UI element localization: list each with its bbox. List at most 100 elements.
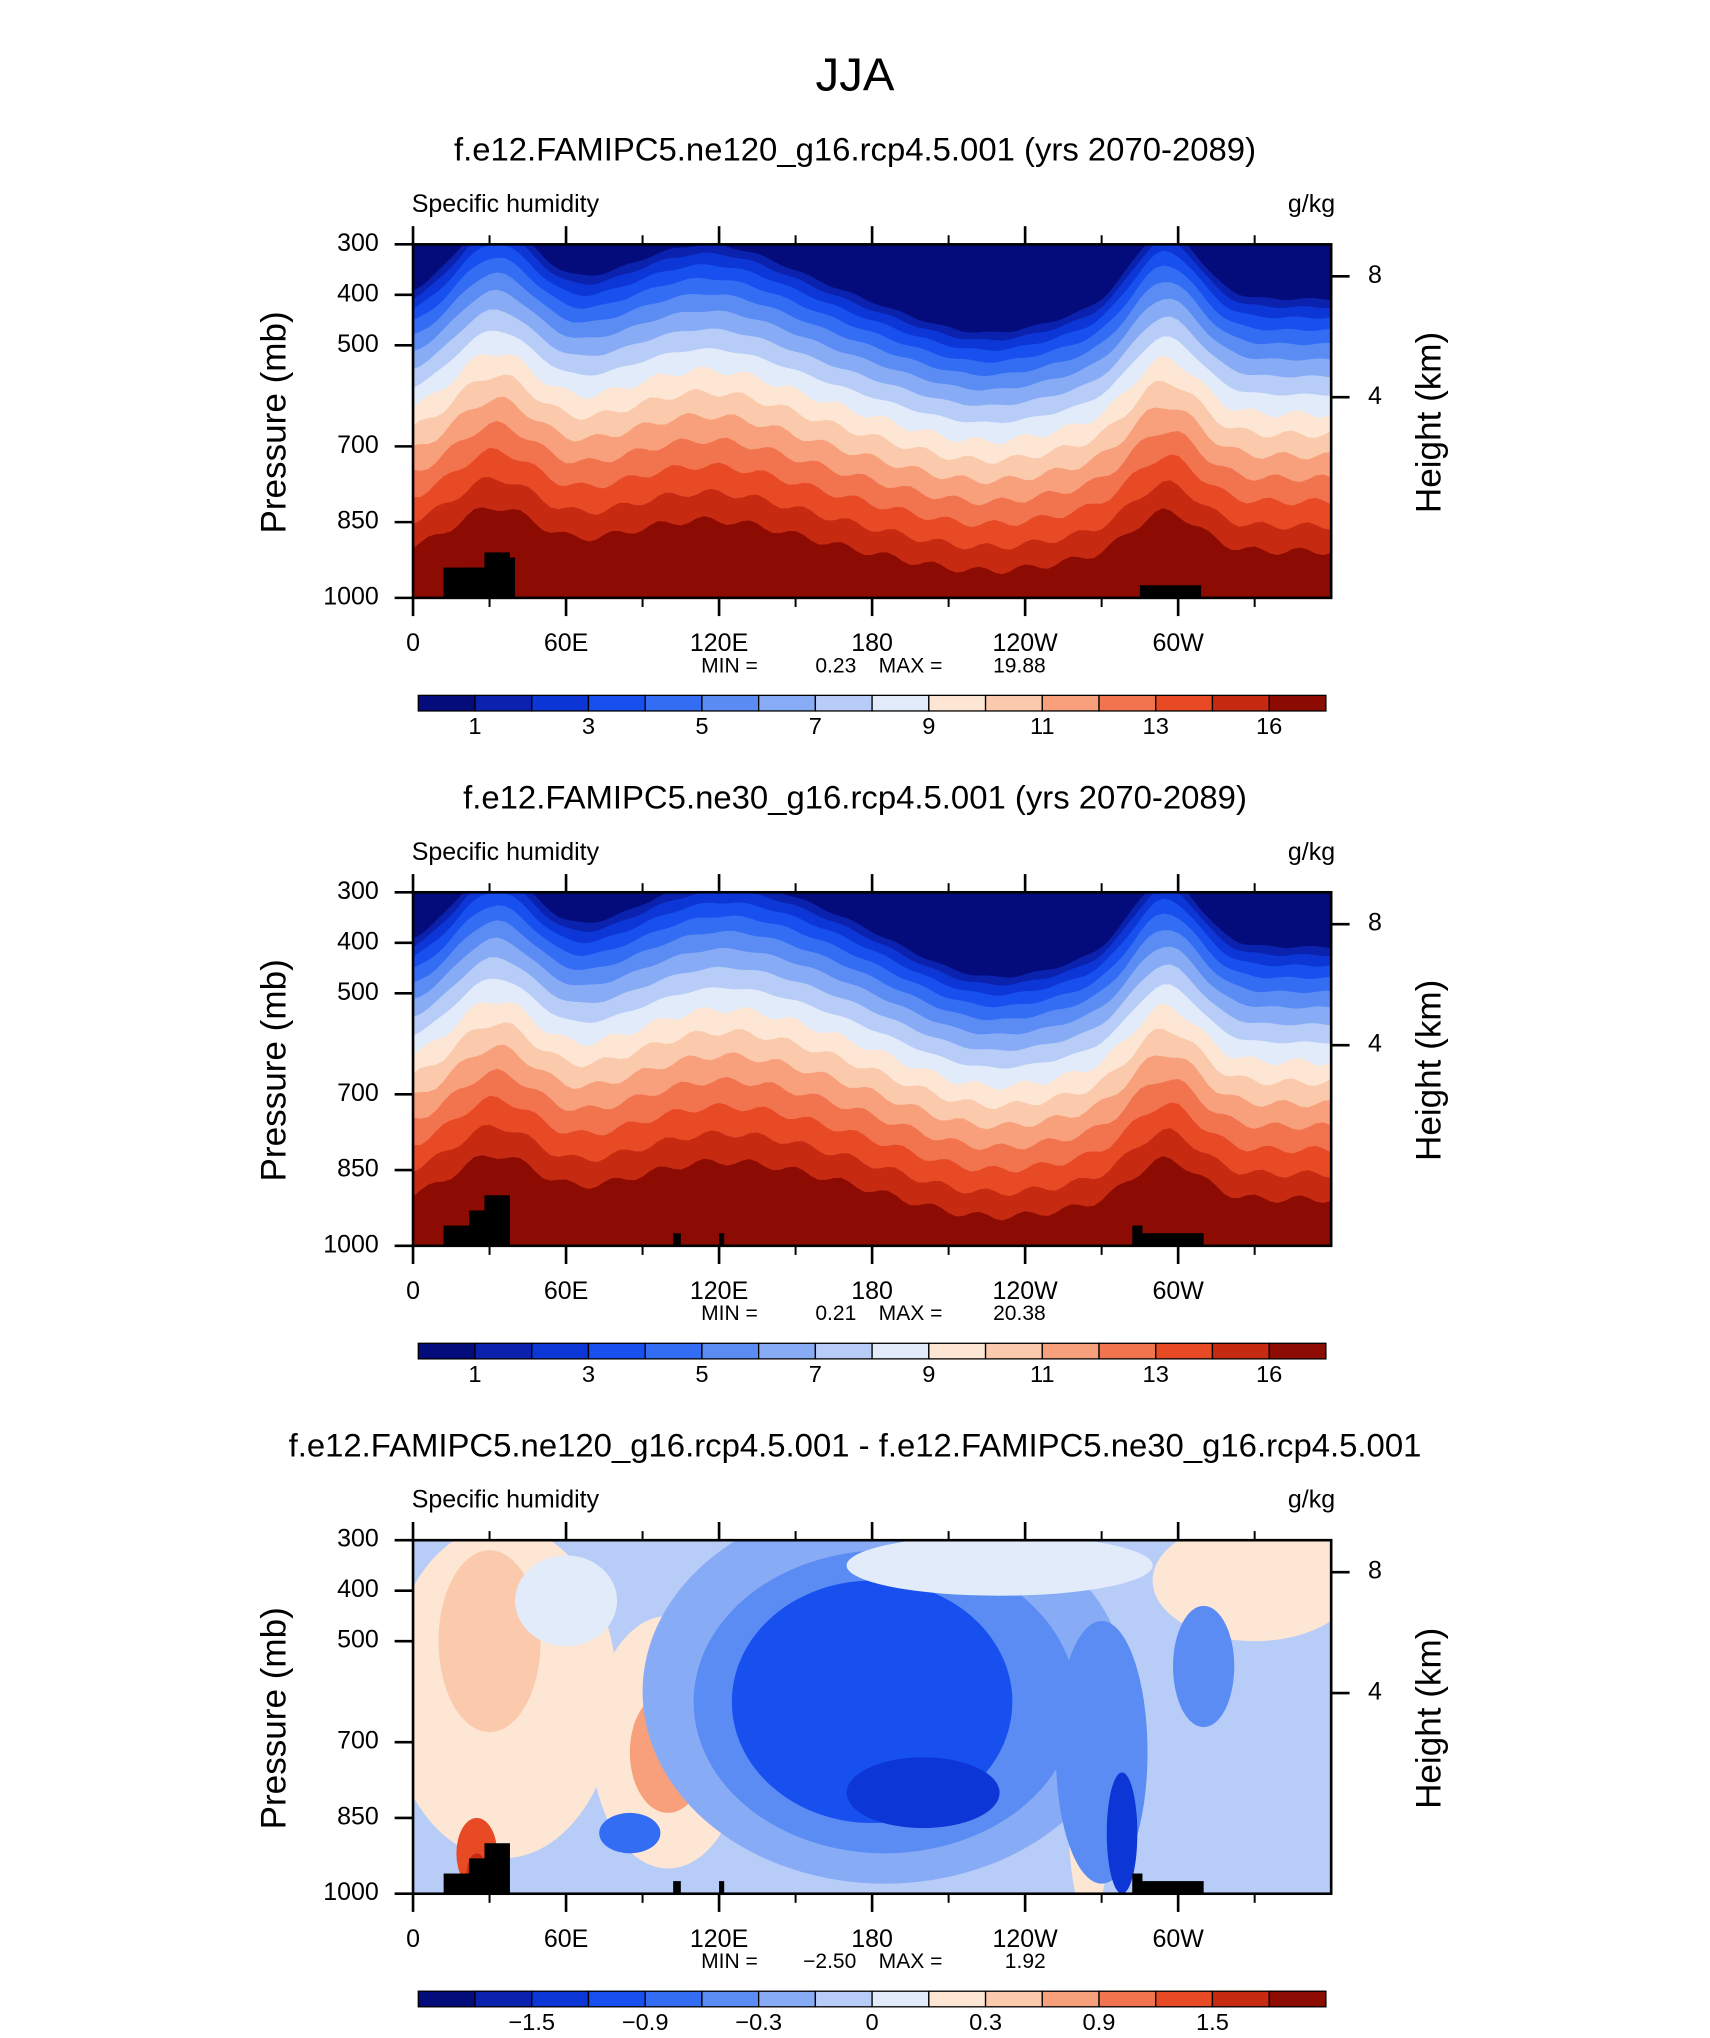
x-tick-label: 60E bbox=[544, 1926, 588, 1953]
y-tick-label: 500 bbox=[337, 1627, 379, 1654]
colorbar-label: 3 bbox=[582, 1361, 595, 1387]
colorbar-label: 16 bbox=[1256, 1361, 1282, 1387]
max-value: 1.92 bbox=[1005, 1950, 1046, 1973]
contour-fill bbox=[846, 1540, 1153, 1596]
colorbar-box bbox=[417, 1990, 476, 2008]
colorbar-box bbox=[701, 1990, 760, 2008]
min-value: 0.23 bbox=[815, 654, 856, 677]
x-tick-label: 0 bbox=[406, 1926, 420, 1953]
colorbar-label: 5 bbox=[695, 713, 708, 739]
y-tick-label: 700 bbox=[337, 1728, 379, 1755]
contour-plot bbox=[413, 244, 1332, 598]
right-label: g/kg bbox=[1288, 1487, 1335, 1514]
colorbar-label: 13 bbox=[1143, 1361, 1169, 1387]
min-value: 0.21 bbox=[815, 1302, 856, 1325]
x-tick-label: 60W bbox=[1152, 1278, 1204, 1305]
y-tick-label: 1000 bbox=[323, 584, 379, 611]
colorbar-box bbox=[474, 1342, 533, 1360]
colorbar-box bbox=[587, 1342, 646, 1360]
y-tick-label: 500 bbox=[337, 979, 379, 1006]
colorbar-box bbox=[1268, 694, 1327, 712]
colorbar-label: 5 bbox=[695, 1361, 708, 1387]
colorbar-box bbox=[701, 1342, 760, 1360]
colorbar-box bbox=[1098, 1990, 1157, 2008]
colorbar-box bbox=[1155, 1342, 1214, 1360]
y-tick-label: 700 bbox=[337, 1080, 379, 1107]
topography bbox=[484, 1195, 510, 1246]
topography bbox=[673, 1233, 681, 1246]
colorbar-box bbox=[928, 1990, 987, 2008]
colorbar-box bbox=[1268, 1342, 1327, 1360]
topography bbox=[719, 1233, 725, 1246]
topography bbox=[499, 557, 516, 598]
colorbar-box bbox=[871, 1342, 930, 1360]
colorbar-label: 1 bbox=[468, 713, 481, 739]
colorbar-box bbox=[587, 1990, 646, 2008]
y2-axis-label: Height (km) bbox=[1409, 332, 1448, 513]
colorbar-label: −0.3 bbox=[735, 2009, 782, 2035]
y-tick-label: 300 bbox=[337, 1526, 379, 1553]
colorbar-box bbox=[531, 694, 590, 712]
topography bbox=[1132, 1225, 1143, 1246]
colorbar-box bbox=[644, 1990, 703, 2008]
colorbar-label: 3 bbox=[582, 713, 595, 739]
colorbar-box bbox=[1211, 1990, 1270, 2008]
colorbar-box bbox=[757, 694, 817, 712]
y2-tick-label: 4 bbox=[1368, 1031, 1382, 1058]
colorbar-box bbox=[984, 694, 1043, 712]
left-label: Specific humidity bbox=[412, 191, 600, 218]
colorbar-label: −1.5 bbox=[508, 2009, 555, 2035]
x-tick-label: 120E bbox=[690, 1278, 748, 1305]
y2-tick-label: 8 bbox=[1368, 910, 1382, 937]
contour-plot bbox=[413, 892, 1332, 1246]
y2-tick-label: 8 bbox=[1368, 1558, 1382, 1585]
x-tick-label: 60W bbox=[1152, 630, 1204, 657]
colorbar-box bbox=[1155, 694, 1214, 712]
colorbar-box bbox=[814, 1990, 873, 2008]
topography bbox=[673, 1881, 681, 1894]
y-tick-label: 300 bbox=[337, 878, 379, 905]
max-label: MAX = bbox=[879, 1302, 943, 1325]
colorbar-box bbox=[417, 694, 476, 712]
x-tick-label: 120W bbox=[993, 1926, 1059, 1953]
x-tick-label: 180 bbox=[851, 1278, 893, 1305]
colorbar-box bbox=[1268, 1990, 1327, 2008]
colorbar-box bbox=[531, 1342, 590, 1360]
colorbar-label: 1.5 bbox=[1196, 2009, 1229, 2035]
contour-fill bbox=[1173, 1605, 1235, 1728]
colorbar-box bbox=[1041, 694, 1100, 712]
y2-axis-label: Height (km) bbox=[1409, 1628, 1448, 1809]
max-label: MAX = bbox=[879, 654, 943, 677]
topography bbox=[1139, 1233, 1204, 1246]
figure-title: JJA bbox=[816, 48, 896, 101]
colorbar-box bbox=[757, 1990, 817, 2008]
min-label: MIN = bbox=[701, 654, 758, 677]
x-tick-label: 120E bbox=[690, 630, 748, 657]
colorbar-box bbox=[644, 694, 703, 712]
colorbar-label: 0.9 bbox=[1083, 2009, 1116, 2035]
colorbar-box bbox=[814, 694, 873, 712]
chart-title: f.e12.FAMIPC5.ne30_g16.rcp4.5.001 (yrs 2… bbox=[463, 779, 1247, 816]
y-tick-label: 850 bbox=[337, 508, 379, 535]
colorbar-box bbox=[1098, 694, 1157, 712]
y-tick-label: 1000 bbox=[323, 1879, 379, 1906]
y-axis-label: Pressure (mb) bbox=[254, 311, 293, 533]
contour-fill bbox=[413, 1155, 1332, 1246]
colorbar-box bbox=[1041, 1990, 1100, 2008]
colorbar-label: 9 bbox=[922, 1361, 935, 1387]
colorbar-label: 13 bbox=[1143, 713, 1169, 739]
colorbar-label: 7 bbox=[809, 713, 822, 739]
y2-tick-label: 8 bbox=[1368, 262, 1382, 289]
y-tick-label: 400 bbox=[337, 928, 379, 955]
colorbar-label: 7 bbox=[809, 1361, 822, 1387]
topography bbox=[1190, 585, 1202, 598]
colorbar-box bbox=[984, 1342, 1043, 1360]
colorbar-box bbox=[928, 694, 987, 712]
topography bbox=[719, 1881, 725, 1894]
min-value: −2.50 bbox=[803, 1950, 856, 1973]
chart-title: f.e12.FAMIPC5.ne120_g16.rcp4.5.001 (yrs … bbox=[454, 131, 1256, 168]
colorbar-box bbox=[587, 694, 646, 712]
colorbar-box bbox=[984, 1990, 1043, 2008]
